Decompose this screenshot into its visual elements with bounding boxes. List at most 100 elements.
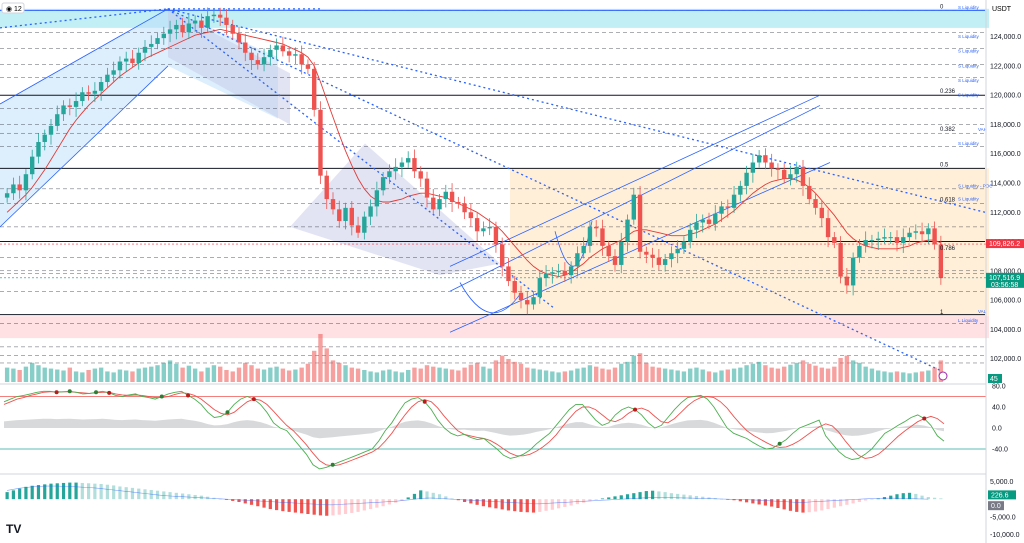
candle[interactable] (374, 181, 380, 217)
candle[interactable] (318, 101, 323, 185)
candle[interactable] (500, 237, 505, 277)
candle[interactable] (236, 26, 242, 50)
candle[interactable] (525, 291, 530, 315)
candle[interactable] (30, 149, 35, 180)
candle[interactable] (17, 175, 22, 199)
candle[interactable] (474, 212, 480, 242)
candle[interactable] (343, 202, 348, 230)
candle[interactable] (293, 47, 298, 65)
candle[interactable] (600, 219, 605, 256)
candle[interactable] (243, 33, 248, 62)
candle[interactable] (280, 36, 286, 57)
candle[interactable] (744, 165, 749, 195)
candle[interactable] (631, 187, 636, 225)
candle[interactable] (155, 32, 160, 50)
candle[interactable] (418, 166, 423, 187)
candle[interactable] (117, 56, 123, 79)
candle[interactable] (387, 164, 392, 184)
candle[interactable] (161, 26, 166, 45)
candle[interactable] (142, 40, 148, 62)
candle[interactable] (199, 13, 204, 38)
currency-label[interactable]: USDT (992, 6, 1012, 13)
candle[interactable] (249, 47, 254, 71)
candle[interactable] (73, 92, 79, 117)
symbol-badge[interactable]: ◉ 12 (1, 2, 25, 14)
candle[interactable] (813, 193, 818, 215)
candle[interactable] (769, 153, 774, 177)
candle[interactable] (424, 171, 430, 208)
candle[interactable] (625, 214, 630, 252)
price-tag[interactable]: 107,516.903:56:58 (0, 272, 1024, 289)
candle[interactable] (719, 201, 724, 223)
macd-pane[interactable]: 5,000.0 -5,000.0 -10,000.0 226.6 0.0 (0, 473, 1020, 539)
candle[interactable] (36, 133, 41, 164)
candle[interactable] (587, 221, 593, 253)
candle[interactable] (312, 61, 317, 117)
candle[interactable] (612, 249, 618, 272)
candle[interactable] (468, 203, 474, 227)
candle[interactable] (380, 172, 386, 196)
candle[interactable] (105, 67, 110, 88)
candle[interactable] (362, 211, 367, 240)
candle[interactable] (919, 222, 925, 243)
candle[interactable] (399, 157, 405, 177)
candle[interactable] (581, 237, 586, 259)
tradingview-logo[interactable]: TV (6, 522, 21, 536)
candle[interactable] (731, 186, 737, 213)
candle[interactable] (738, 180, 743, 202)
candle[interactable] (688, 222, 693, 249)
candle[interactable] (876, 231, 881, 251)
candle[interactable] (713, 205, 718, 231)
candle[interactable] (330, 192, 336, 215)
candle[interactable] (863, 231, 868, 253)
price-tag[interactable]: 109,826.2 (0, 239, 1024, 249)
candle[interactable] (706, 212, 712, 230)
candle[interactable] (857, 239, 862, 263)
candle[interactable] (888, 232, 893, 244)
candle[interactable] (750, 153, 756, 183)
candle[interactable] (694, 213, 699, 239)
candle[interactable] (255, 53, 260, 70)
candle[interactable] (700, 214, 705, 233)
candle[interactable] (393, 158, 398, 180)
candle[interactable] (807, 177, 812, 205)
candle[interactable] (449, 183, 455, 212)
candle[interactable] (136, 47, 141, 70)
candle[interactable] (67, 98, 72, 116)
candle[interactable] (174, 19, 179, 40)
candle[interactable] (92, 82, 98, 103)
candle[interactable] (55, 105, 60, 132)
candle[interactable] (650, 247, 655, 268)
candle[interactable] (355, 216, 361, 238)
candle[interactable] (669, 246, 674, 268)
candle[interactable] (431, 188, 436, 215)
candle[interactable] (261, 48, 267, 72)
candle[interactable] (775, 163, 781, 180)
candle[interactable] (926, 223, 931, 245)
candle[interactable] (794, 161, 799, 183)
candle[interactable] (756, 150, 762, 168)
candle[interactable] (268, 44, 273, 66)
candle[interactable] (568, 261, 574, 284)
lightning-icon[interactable] (938, 371, 948, 381)
candle[interactable] (644, 246, 649, 264)
candle[interactable] (111, 61, 116, 82)
candle[interactable] (556, 263, 561, 278)
candle[interactable] (412, 149, 417, 179)
candle[interactable] (543, 265, 549, 287)
candle[interactable] (838, 236, 843, 284)
candle[interactable] (130, 49, 135, 69)
candle[interactable] (224, 8, 229, 35)
candle[interactable] (437, 193, 442, 217)
candle[interactable] (48, 119, 54, 145)
candle[interactable] (562, 262, 568, 282)
candle[interactable] (901, 228, 906, 253)
candle[interactable] (575, 246, 580, 277)
candle[interactable] (537, 271, 542, 304)
candle[interactable] (637, 186, 643, 259)
candle[interactable] (487, 218, 492, 236)
candle[interactable] (518, 285, 524, 309)
candle[interactable] (656, 248, 662, 271)
candle[interactable] (86, 85, 91, 101)
